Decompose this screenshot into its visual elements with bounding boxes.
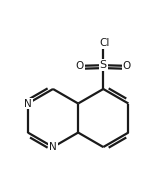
Text: N: N (24, 98, 32, 109)
Text: O: O (122, 61, 131, 71)
Text: Cl: Cl (99, 38, 109, 48)
Text: N: N (49, 142, 57, 152)
Text: O: O (76, 61, 84, 71)
Text: S: S (100, 60, 107, 70)
